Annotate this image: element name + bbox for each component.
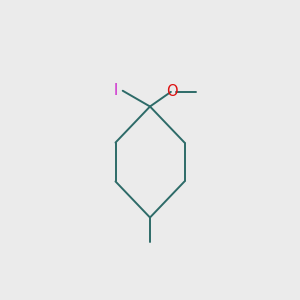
Text: O: O xyxy=(166,84,177,99)
Text: I: I xyxy=(114,82,118,98)
